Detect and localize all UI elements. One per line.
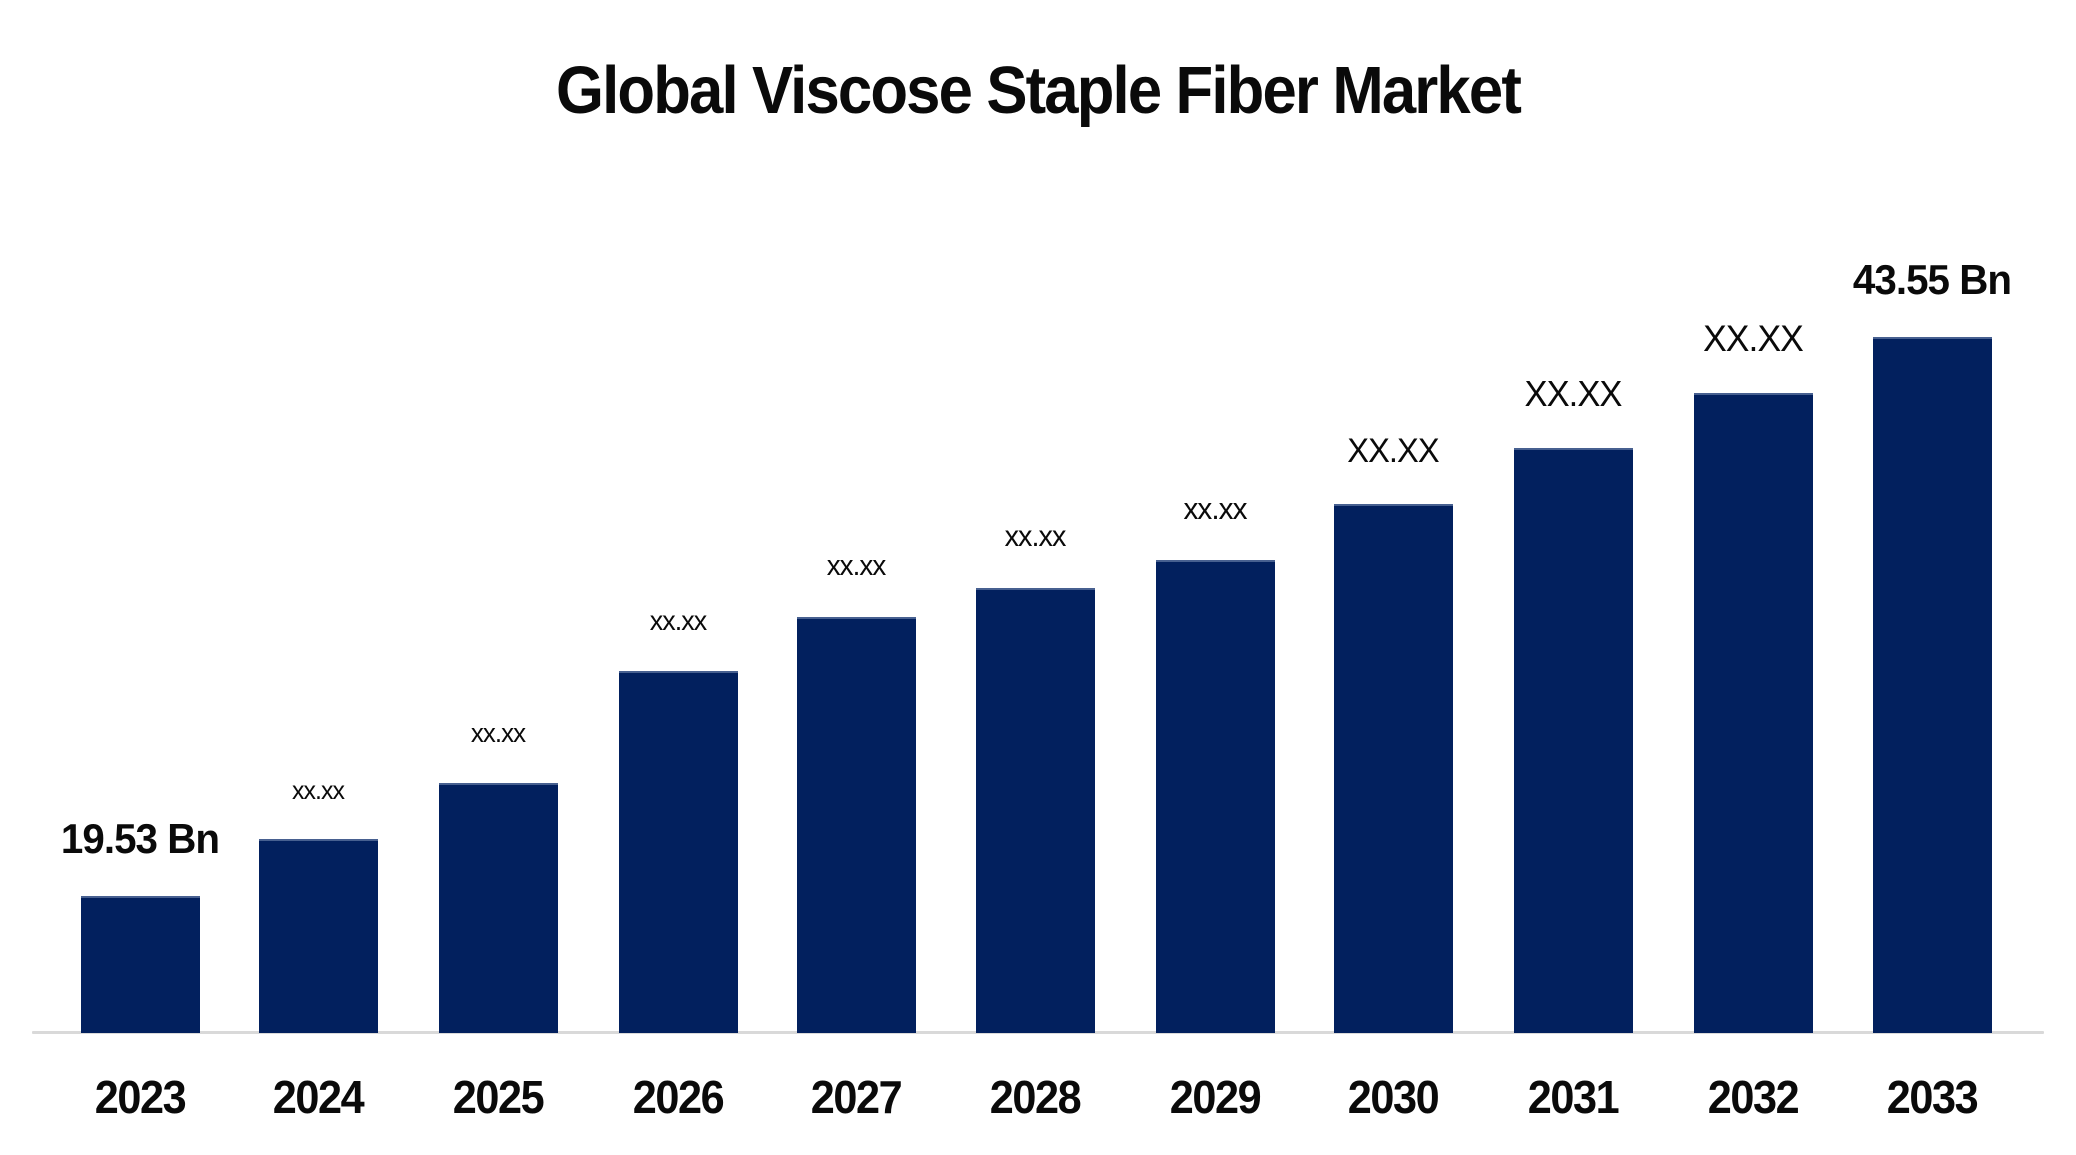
x-axis-tick-label-2033: 2033 xyxy=(1886,1071,1979,1123)
bar-value-label-2030: XX.XX xyxy=(1347,432,1439,470)
bar-value-label-2031: XX.XX xyxy=(1524,373,1622,414)
bar-2028 xyxy=(975,588,1095,1033)
bar-2029 xyxy=(1155,560,1275,1033)
x-axis-tick-label-2032: 2032 xyxy=(1707,1071,1800,1123)
bar-2032 xyxy=(1693,393,1813,1033)
bar-value-label-2024: xx.xx xyxy=(291,775,345,805)
x-axis-tick-label-2030: 2030 xyxy=(1347,1071,1440,1123)
bar-2031 xyxy=(1513,448,1633,1033)
bar-value-label-2026: xx.xx xyxy=(649,605,707,636)
x-axis-tick-label-2031: 2031 xyxy=(1527,1071,1620,1123)
chart-title: Global Viscose Staple Fiber Market xyxy=(555,53,1522,128)
x-axis-tick-label-2029: 2029 xyxy=(1169,1071,1262,1123)
x-axis-tick-label-2026: 2026 xyxy=(632,1071,725,1123)
bar-2023 xyxy=(80,896,200,1033)
bar-value-label-2029: xx.xx xyxy=(1183,491,1248,526)
bar-value-label-2032: XX.XX xyxy=(1703,318,1804,359)
x-axis-tick-label-2025: 2025 xyxy=(452,1071,545,1123)
x-axis-tick-label-2027: 2027 xyxy=(810,1071,903,1123)
bar-2027 xyxy=(796,617,916,1033)
bar-2033 xyxy=(1872,337,1992,1033)
x-axis-tick-label-2024: 2024 xyxy=(272,1071,365,1123)
x-axis-tick-label-2028: 2028 xyxy=(989,1071,1082,1123)
bar-2026 xyxy=(618,671,738,1033)
bar-2024 xyxy=(258,839,378,1033)
bar-2025 xyxy=(438,783,558,1033)
bar-value-label-2033: 43.55 Bn xyxy=(1852,256,2012,303)
bar-value-label-2028: xx.xx xyxy=(1004,520,1067,553)
bar-value-label-2025: xx.xx xyxy=(470,718,526,748)
bar-value-label-2027: xx.xx xyxy=(826,550,887,582)
bar-value-label-2023: 19.53 Bn xyxy=(60,815,220,862)
bar-2030 xyxy=(1333,504,1453,1033)
x-axis-tick-label-2023: 2023 xyxy=(94,1071,187,1123)
